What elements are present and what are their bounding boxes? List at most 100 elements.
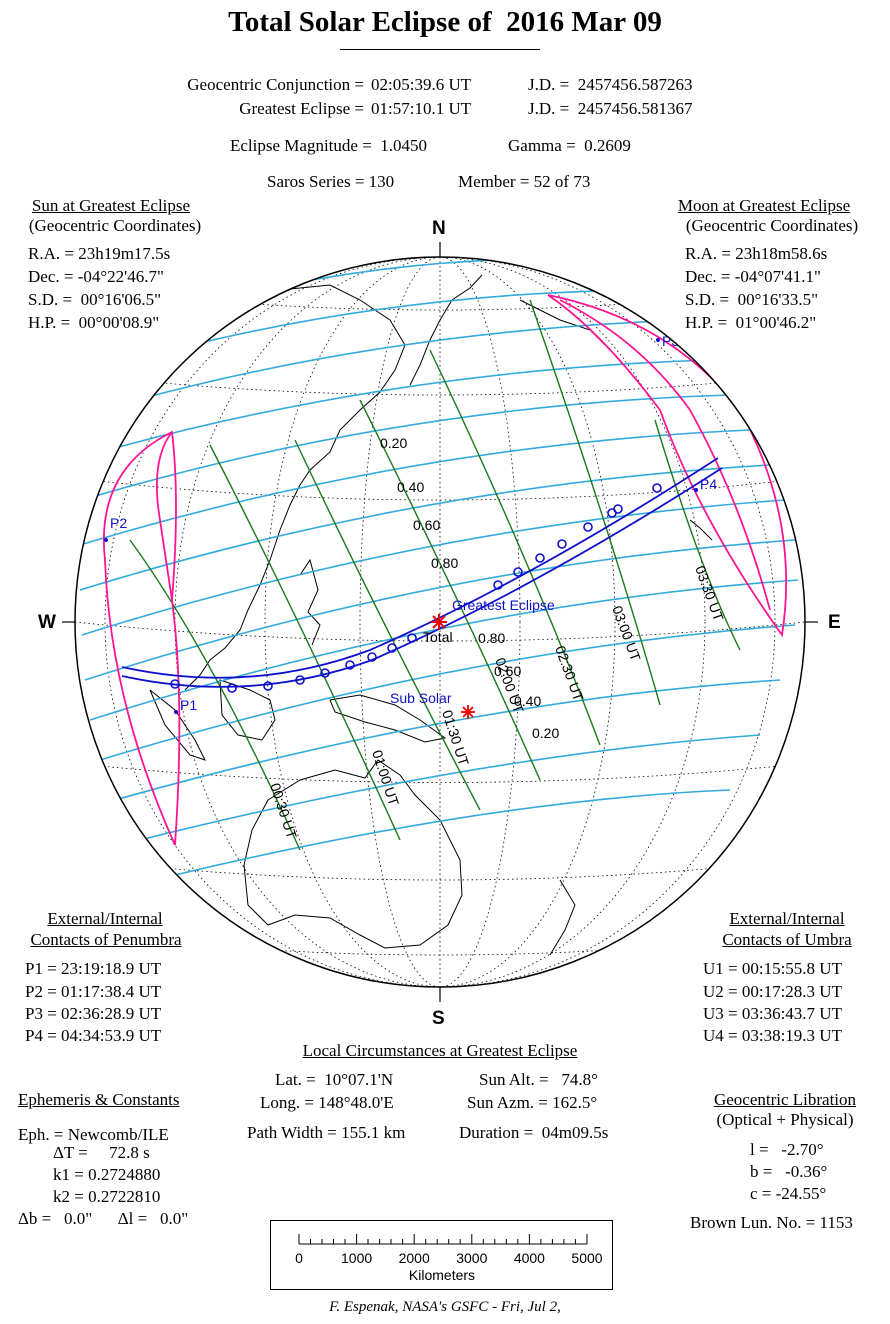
ephemeris-delta-b-l: Δb = 0.0" Δl = 0.0" [18, 1209, 189, 1228]
libration-title: Geocentric Libration [713, 1090, 857, 1109]
contact-dots [104, 338, 698, 714]
penumbra-p4: P4 = 04:34:53.9 UT [25, 1026, 162, 1045]
sun-subtitle: (Geocentric Coordinates) [28, 216, 202, 235]
scale-label-3000: 3000 [456, 1250, 487, 1266]
moon-ra: R.A. = 23h18m58.6s [685, 244, 828, 263]
compass-west: W [38, 612, 56, 633]
ephemeris-title: Ephemeris & Constants [18, 1090, 180, 1109]
local-path-width: Path Width = 155.1 km [247, 1123, 406, 1142]
compass-ticks [62, 242, 818, 1002]
libration-l: l = -2.70° [750, 1140, 824, 1159]
moon-hp: H.P. = 01°00'46.2" [685, 313, 817, 332]
penumbra-p3: P3 = 02:36:28.9 UT [25, 1004, 162, 1023]
local-long: Long. = 148°48.0'E [260, 1093, 394, 1112]
p4-label: P4 [700, 476, 717, 492]
ephemeris-k1: k1 = 0.2724880 [53, 1165, 161, 1184]
time-label-0330: 03:30 UT [692, 564, 727, 624]
eclipse-magnitude: Eclipse Magnitude = 1.0450 [230, 136, 428, 155]
saros-series: Saros Series = 130 [267, 172, 395, 191]
hawaii-coast [689, 519, 713, 541]
scale-unit-label: Kilometers [409, 1267, 475, 1283]
mag-label-upper-060: 0.60 [413, 517, 440, 533]
mag-label-upper-080: 0.80 [431, 555, 458, 571]
time-label-0100: 01:00 UT [369, 748, 402, 808]
penumbra-p1: P1 = 23:19:18.9 UT [25, 959, 162, 978]
east-limit [547, 294, 788, 638]
compass-north: N [432, 218, 446, 239]
saros-member: Member = 52 of 73 [458, 172, 591, 191]
scale-label-2000: 2000 [399, 1250, 430, 1266]
contact-labels: P1 P2 P3 P4 Greatest Eclipse Sub Solar [110, 333, 717, 713]
magnitude-labels: 0.20 0.40 0.60 0.80 0.80 0.60 0.40 0.20 [380, 435, 559, 741]
penumbra-p2: P2 = 01:17:38.4 UT [25, 982, 162, 1001]
libration-b: b = -0.36° [750, 1162, 828, 1181]
japan-coast [409, 274, 483, 386]
sumatra-coast [149, 689, 206, 761]
ephemeris-delta-t: ΔT = 72.8 s [53, 1143, 150, 1162]
magnitude-lines [79, 257, 799, 876]
sub-solar-label: Sub Solar [390, 690, 452, 706]
time-label-0230: 02:30 UT [552, 644, 587, 704]
greatest-eclipse-time: 01:57:10.1 UT [371, 99, 472, 118]
scale-tick-labels: 0 1000 2000 3000 4000 5000 Kilometers [295, 1250, 603, 1283]
asia-coast [184, 284, 406, 691]
scale-box [270, 1220, 613, 1290]
west-limit [103, 430, 181, 846]
scale-label-5000: 5000 [571, 1250, 602, 1266]
east-limit-inner [559, 299, 771, 611]
greatest-eclipse-map-label: Greatest Eclipse [452, 597, 555, 613]
umbra-time-circles [170, 483, 662, 693]
sun-title: Sun at Greatest Eclipse [31, 196, 191, 215]
total-label: Total [423, 629, 453, 645]
scale-label-1000: 1000 [341, 1250, 372, 1266]
umbra-u2: U2 = 00:17:28.3 UT [703, 982, 842, 1001]
mag-label-lower-040: 0.40 [514, 693, 541, 709]
penumbra-limits [103, 294, 788, 846]
umbra-u3: U3 = 03:36:43.7 UT [703, 1004, 842, 1023]
moon-sd: S.D. = 00°16'33.5" [685, 290, 819, 309]
philippines-coast [299, 558, 321, 646]
newguinea-coast [329, 694, 447, 743]
greatest-eclipse-label: Greatest Eclipse = [239, 99, 364, 118]
title-rule [340, 49, 540, 50]
moon-subtitle: (Geocentric Coordinates) [685, 216, 859, 235]
local-sun-azm: Sun Azm. = 162.5° [467, 1093, 598, 1112]
compass-east: E [828, 612, 841, 633]
mag-label-lower-060: 0.60 [494, 663, 521, 679]
credit-line: F. Espenak, NASA's GSFC - Fri, Jul 2, [329, 1299, 561, 1315]
sun-ra: R.A. = 23h19m17.5s [28, 244, 171, 263]
umbra-title-1: External/Internal [729, 909, 845, 928]
ephemeris-k2: k2 = 0.2722810 [53, 1187, 161, 1206]
local-lat: Lat. = 10°07.1'N [275, 1070, 394, 1089]
moon-dec: Dec. = -04°07'41.1" [685, 267, 821, 286]
mag-label-upper-040: 0.40 [397, 479, 424, 495]
p3-label: P3 [662, 333, 679, 349]
sub-solar-marker [461, 705, 475, 719]
p1-label: P1 [180, 697, 197, 713]
time-lines [129, 299, 741, 851]
penumbra-title-1: External/Internal [47, 909, 163, 928]
umbra-title-2: Contacts of Umbra [722, 930, 852, 949]
brown-lunation: Brown Lun. No. = 1153 [690, 1213, 853, 1232]
newzealand-coast [549, 879, 576, 956]
libration-subtitle: (Optical + Physical) [716, 1110, 854, 1129]
umbra-u1: U1 = 00:15:55.8 UT [703, 959, 842, 978]
moon-title: Moon at Greatest Eclipse [677, 196, 851, 215]
west-limit-outer [155, 431, 173, 601]
local-sun-alt: Sun Alt. = 74.8° [479, 1070, 598, 1089]
scale-bar: 0 1000 2000 3000 4000 5000 Kilometers [295, 1234, 603, 1283]
greatest-eclipse-jd: J.D. = 2457456.581367 [528, 99, 693, 118]
conjunction-jd: J.D. = 2457456.587263 [528, 75, 693, 94]
mag-label-upper-020: 0.20 [380, 435, 407, 451]
ephemeris-eph: Eph. = Newcomb/ILE [18, 1125, 169, 1144]
libration-c: c = -24.55° [750, 1184, 827, 1203]
mag-label-lower-020: 0.20 [532, 725, 559, 741]
conjunction-label: Geocentric Conjunction = [187, 75, 364, 94]
borneo-coast [219, 679, 276, 741]
conjunction-time: 02:05:39.6 UT [371, 75, 472, 94]
compass-south: S [432, 1008, 445, 1029]
time-label-0030: 00:30 UT [267, 781, 300, 841]
p2-label: P2 [110, 515, 127, 531]
